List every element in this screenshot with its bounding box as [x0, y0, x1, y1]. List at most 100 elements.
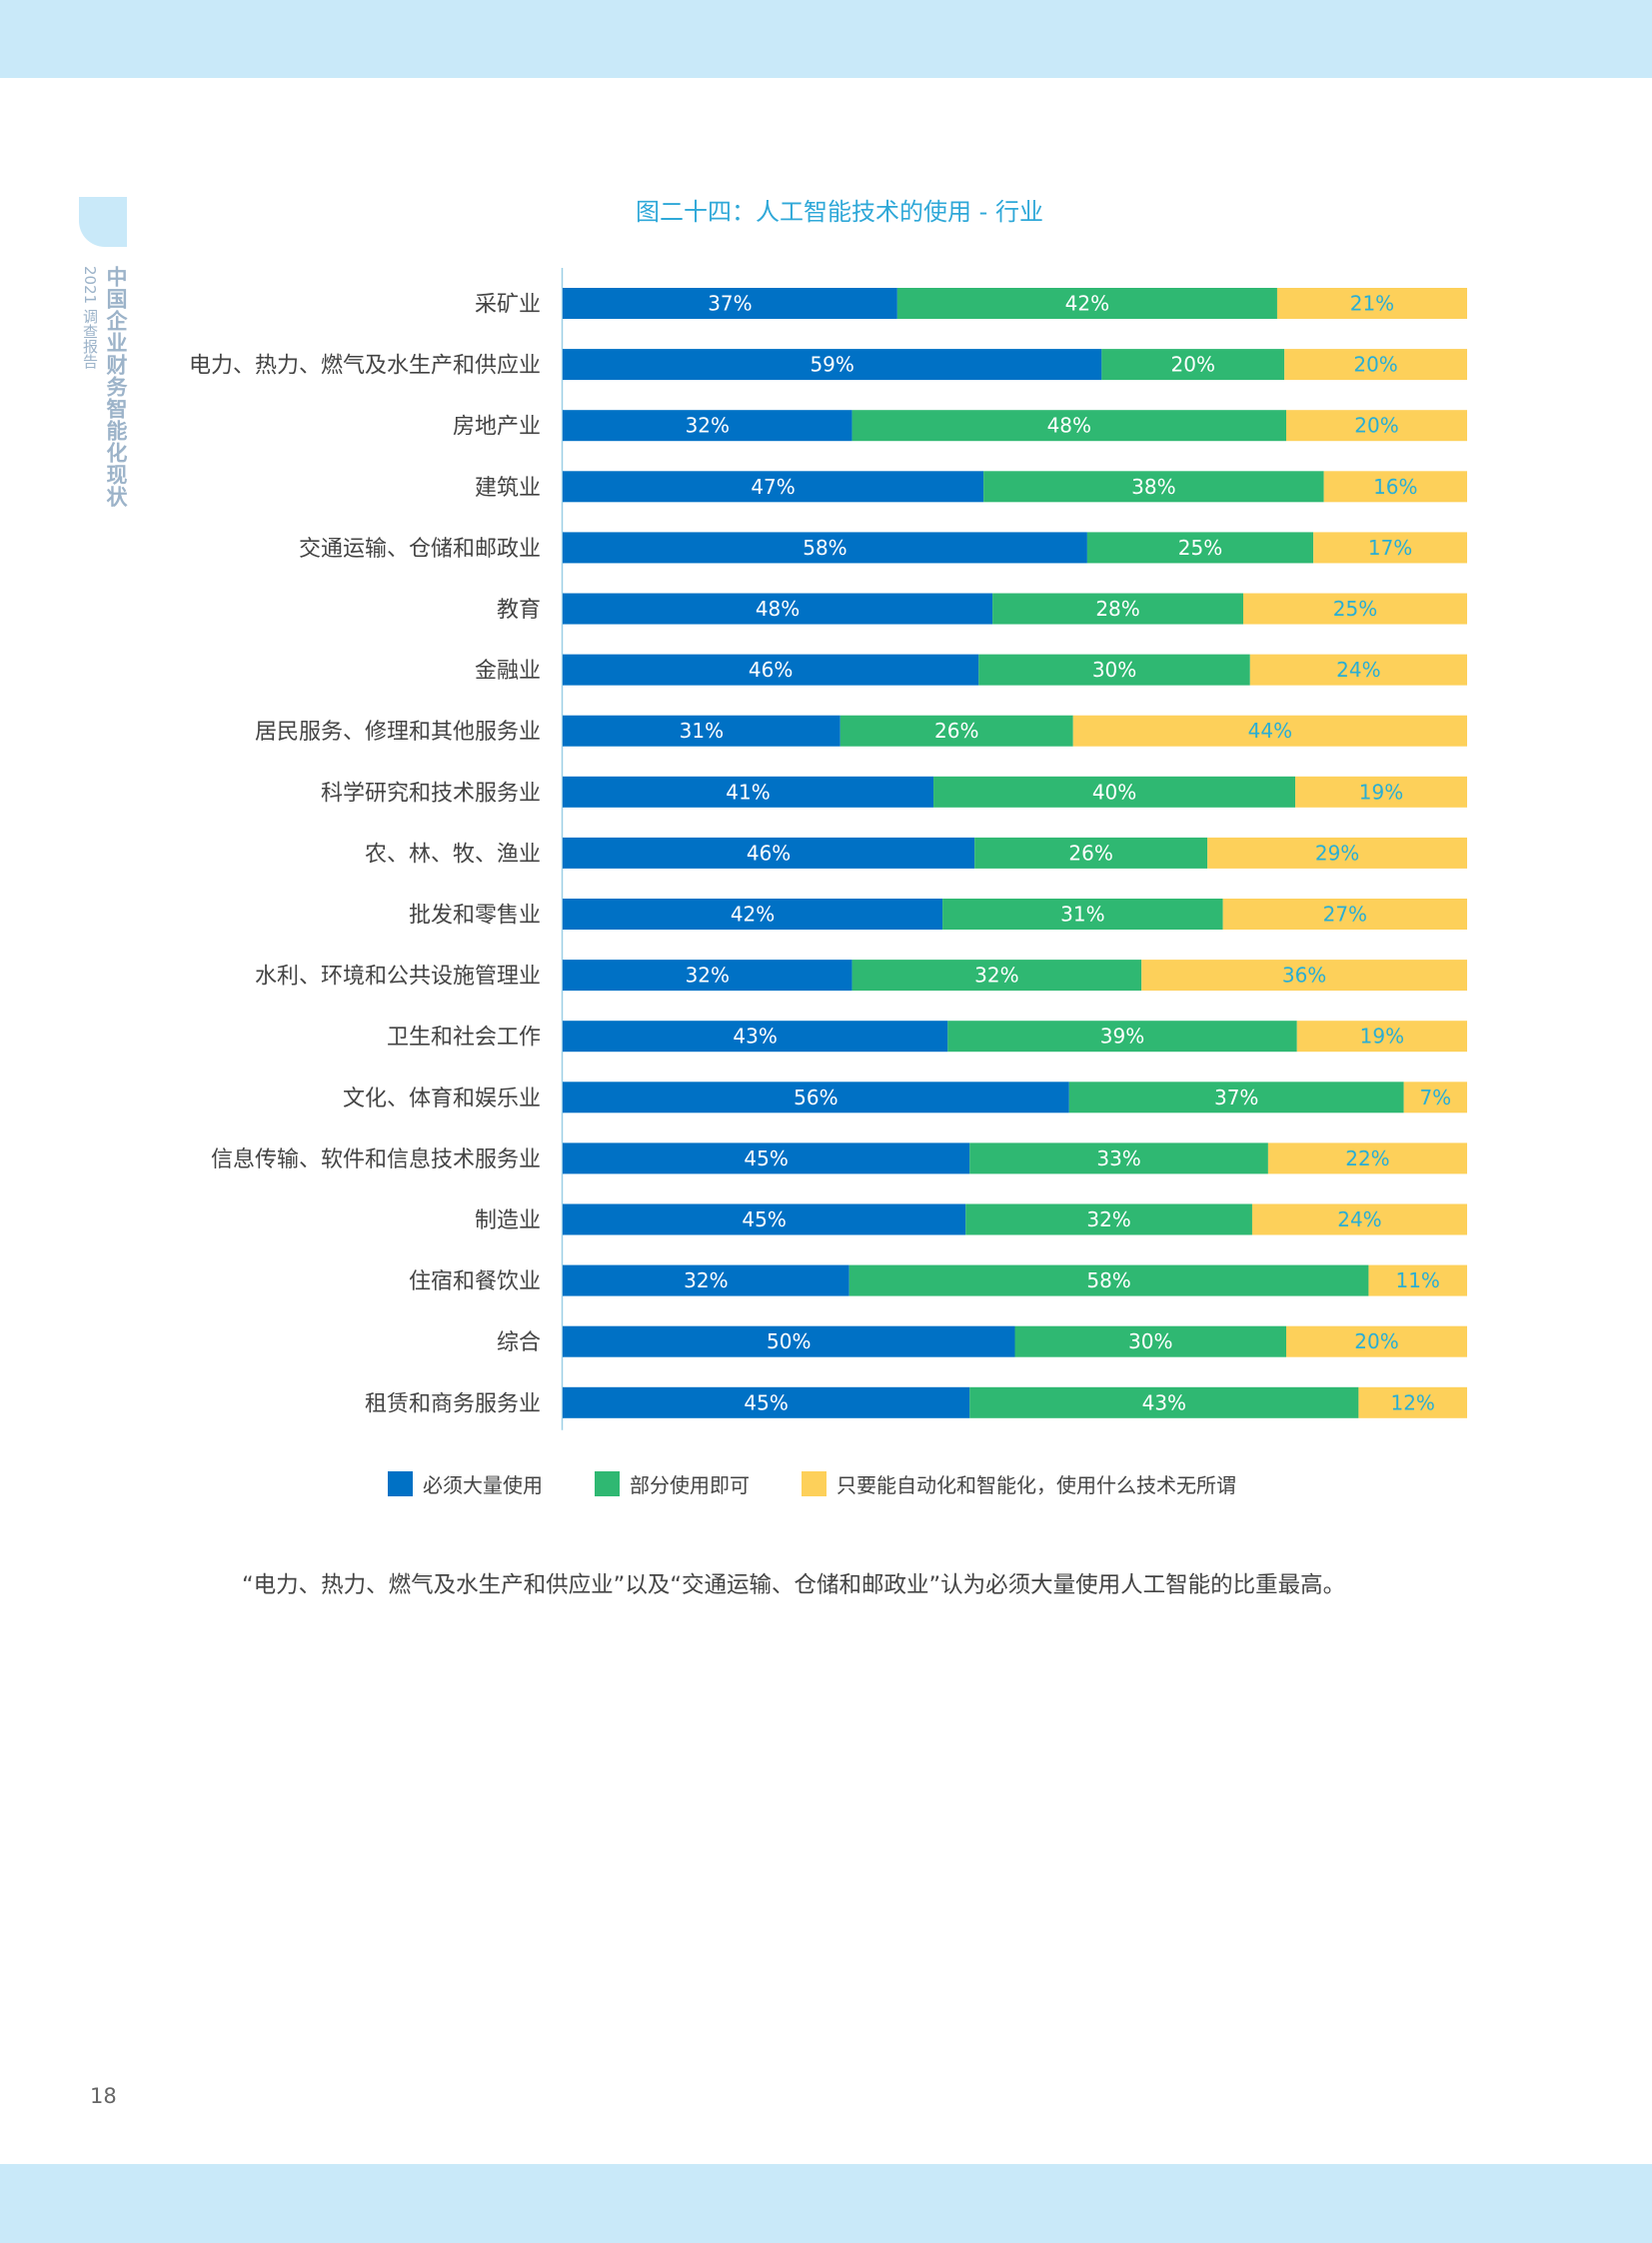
bar-value-label: 44%: [1248, 719, 1292, 743]
bar-segment: [563, 593, 993, 625]
bar-value-label: 38%: [1131, 475, 1175, 499]
bar-value-label: 16%: [1373, 475, 1417, 499]
category-label: 文化、体育和娱乐业: [343, 1087, 541, 1112]
bar-value-label: 36%: [1282, 964, 1326, 988]
category-label: 居民服务、修理和其他服务业: [255, 720, 541, 745]
bar-segment: [1072, 715, 1467, 747]
bar-segment: [1101, 349, 1285, 381]
bar-value-label: 39%: [1100, 1025, 1144, 1049]
category-label: 制造业: [475, 1208, 541, 1233]
legend-label-partial: 部分使用即可: [630, 1473, 750, 1497]
bar-value-label: 32%: [686, 964, 730, 988]
bar-segment: [1086, 532, 1314, 564]
bar-value-label: 37%: [708, 292, 752, 316]
bar-value-label: 43%: [733, 1025, 777, 1049]
category-label: 教育: [497, 598, 541, 623]
bar-value-label: 48%: [756, 597, 800, 621]
bar-segment: [969, 1386, 1359, 1418]
bar-value-label: 17%: [1368, 536, 1412, 560]
bar-value-label: 42%: [1065, 292, 1109, 316]
bar-value-label: 33%: [1096, 1146, 1140, 1170]
bar-segment: [969, 1142, 1268, 1174]
bar-segment: [1267, 1142, 1467, 1174]
bar-value-label: 20%: [1354, 1329, 1398, 1353]
category-label: 租赁和商务服务业: [365, 1391, 541, 1416]
bar-value-label: 43%: [1142, 1390, 1186, 1414]
bar-value-label: 45%: [742, 1207, 786, 1231]
bar-segment: [563, 532, 1087, 564]
category-label: 建筑业: [475, 476, 541, 501]
bar-segment: [563, 1082, 1069, 1114]
bar-value-label: 46%: [749, 658, 793, 682]
bar-value-label: 27%: [1323, 903, 1367, 927]
side-report-subtitle: 2021 调查报告: [81, 266, 99, 369]
chart-title: 图二十四：人工智能技术的使用 - 行业: [636, 198, 1043, 226]
category-label: 批发和零售业: [409, 904, 541, 929]
bar-value-label: 24%: [1336, 658, 1380, 682]
bar-segment: [1284, 349, 1467, 381]
bar-segment: [974, 837, 1208, 869]
chart-legend: 必须大量使用 部分使用即可 只要能自动化和智能化，使用什么技术无所谓: [388, 1469, 1288, 1498]
bar-value-label: 30%: [1128, 1329, 1172, 1353]
bar-value-label: 58%: [803, 536, 846, 560]
side-report-title: 中国企业财务智能化现状: [104, 266, 128, 508]
side-tab: [79, 197, 127, 247]
bar-segment: [1286, 1325, 1467, 1357]
category-label: 房地产业: [453, 415, 541, 440]
category-label: 科学研究和技术服务业: [321, 781, 541, 806]
bar-value-label: 32%: [686, 414, 730, 438]
bar-value-label: 46%: [747, 841, 791, 865]
bar-value-label: 48%: [1047, 414, 1091, 438]
bar-segment: [563, 349, 1102, 381]
legend-swatch-any: [802, 1471, 826, 1496]
bar-segment: [563, 1264, 849, 1296]
bar-segment: [896, 288, 1277, 319]
legend-item: 必须大量使用: [388, 1469, 543, 1498]
bar-value-label: 26%: [934, 719, 978, 743]
bar-segment: [1403, 1082, 1467, 1114]
bar-segment: [947, 1021, 1297, 1053]
bar-segment: [563, 1203, 966, 1235]
bar-segment: [1014, 1325, 1286, 1357]
bar-value-label: 20%: [1353, 353, 1397, 377]
bar-value-label: 30%: [1092, 658, 1136, 682]
category-label: 卫生和社会工作: [387, 1026, 541, 1051]
top-band: [0, 0, 1652, 78]
bar-value-label: 47%: [751, 475, 795, 499]
bar-value-label: 26%: [1068, 841, 1112, 865]
bar-segment: [1323, 471, 1467, 503]
stacked-bar-chart: 采矿业 37% 42% 21% 电力、热力、燃气及水生产和供应业 59% 20% 20% 房地产…: [189, 268, 1467, 1430]
bar-segment: [563, 471, 984, 503]
bar-segment: [1295, 776, 1467, 808]
bar-segment: [563, 1142, 970, 1174]
bar-segment: [1141, 960, 1467, 992]
bar-segment: [1251, 1203, 1467, 1235]
category-label: 信息传输、软件和信息技术服务业: [211, 1147, 541, 1172]
bar-segment: [563, 1325, 1015, 1357]
legend-label-required: 必须大量使用: [423, 1473, 543, 1497]
bar-segment: [563, 1021, 948, 1053]
bar-value-label: 37%: [1214, 1086, 1258, 1110]
legend-label-any: 只要能自动化和智能化，使用什么技术无所谓: [836, 1473, 1236, 1497]
bar-segment: [1358, 1386, 1467, 1418]
legend-item: 部分使用即可: [595, 1469, 750, 1498]
bar-value-label: 24%: [1337, 1207, 1381, 1231]
bar-value-label: 31%: [1060, 903, 1104, 927]
bar-value-label: 50%: [767, 1329, 811, 1353]
category-label: 交通运输、仓储和邮政业: [299, 537, 541, 562]
bar-value-label: 32%: [684, 1268, 728, 1292]
bar-segment: [851, 960, 1142, 992]
bar-segment: [1368, 1264, 1467, 1296]
bar-segment: [563, 837, 975, 869]
bar-segment: [1068, 1082, 1404, 1114]
bar-segment: [563, 410, 852, 442]
bar-value-label: 32%: [1086, 1207, 1130, 1231]
bar-value-label: 21%: [1350, 292, 1394, 316]
category-label: 电力、热力、燃气及水生产和供应业: [189, 354, 541, 379]
bar-segment: [1207, 837, 1467, 869]
bar-segment: [992, 593, 1243, 625]
bar-value-label: 25%: [1333, 597, 1377, 621]
bar-segment: [848, 1264, 1369, 1296]
bar-segment: [563, 899, 943, 930]
page-number: 18: [90, 2084, 117, 2108]
